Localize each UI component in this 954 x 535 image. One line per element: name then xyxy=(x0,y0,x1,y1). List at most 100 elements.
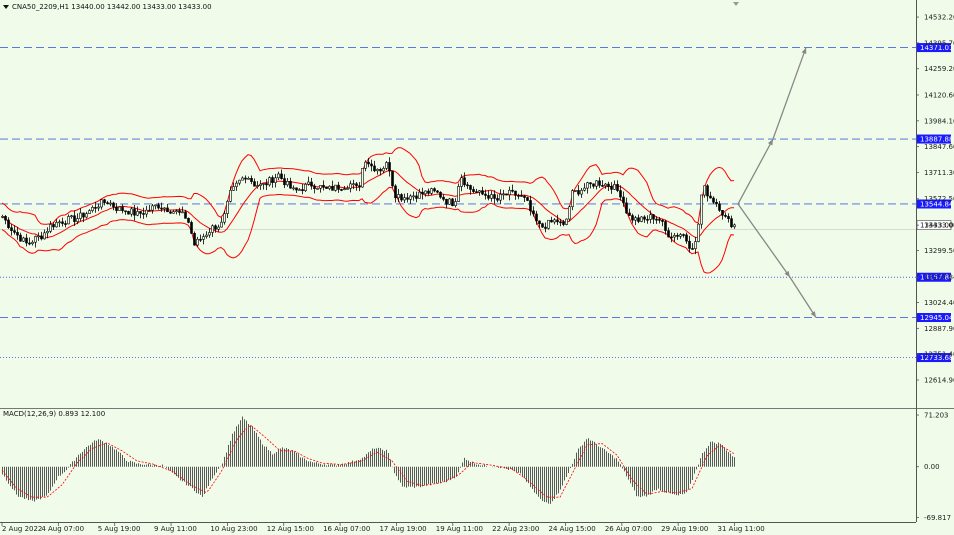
candle-body xyxy=(415,195,418,199)
candle-body xyxy=(610,186,613,190)
candle-body xyxy=(637,217,640,222)
time-tick-label: 16 Aug 07:00 xyxy=(323,525,370,533)
candle-body xyxy=(598,180,601,186)
macd-tick-label: 0.00 xyxy=(924,463,940,471)
candle-body xyxy=(370,163,373,167)
price-tick-label: 13847.60 xyxy=(924,143,954,151)
candle-body xyxy=(649,214,652,220)
price-tick-label: 13157.84 xyxy=(924,274,954,282)
candle-body xyxy=(433,188,436,192)
macd-histogram xyxy=(2,416,735,504)
candle-body xyxy=(217,226,220,230)
candle-body xyxy=(484,193,487,196)
candle-body xyxy=(241,177,244,181)
candle-body xyxy=(727,216,730,219)
macd-panel[interactable] xyxy=(0,408,954,504)
candle-body xyxy=(154,204,157,207)
candle-body xyxy=(7,219,10,228)
candle-body xyxy=(85,213,88,218)
candle-body xyxy=(130,208,133,215)
candle-body xyxy=(640,216,643,222)
dropdown-triangle-icon[interactable] xyxy=(3,5,9,9)
candle-body xyxy=(622,196,625,204)
candle-body xyxy=(667,230,670,238)
price-axis: 14532.20 14395.70 14259.20 14120.60 13984.10… xyxy=(916,14,954,385)
time-tick-label: 12 Aug 15:00 xyxy=(267,525,314,533)
candle-body xyxy=(406,197,409,200)
candle-body xyxy=(586,182,589,189)
candle-body xyxy=(46,230,49,234)
candle-body xyxy=(223,213,226,223)
candle-body xyxy=(601,185,604,187)
candle-body xyxy=(139,211,142,214)
candle-body xyxy=(373,165,376,172)
candle-body xyxy=(157,204,160,209)
candle-body xyxy=(559,221,562,224)
candle-body xyxy=(190,222,193,234)
candle-body xyxy=(202,236,205,240)
candle-body xyxy=(511,189,514,192)
macd-axis: 71.203 0.00 -69.817 xyxy=(916,412,951,522)
time-tick-label: 5 Aug 19:00 xyxy=(98,525,141,533)
candle-body xyxy=(376,169,379,172)
price-tick-label: 14395.70 xyxy=(924,39,954,47)
candle-body xyxy=(451,198,454,206)
candle-body xyxy=(148,209,151,212)
candle-body xyxy=(232,186,235,191)
candle-body xyxy=(487,195,490,199)
candle-body xyxy=(628,212,631,216)
candle-body xyxy=(28,242,31,245)
candle-body xyxy=(685,234,688,242)
candle-body xyxy=(169,211,172,214)
candle-body xyxy=(178,210,181,213)
candle-body xyxy=(571,190,574,208)
candle-body xyxy=(544,226,547,229)
candle-body xyxy=(73,215,76,222)
candle-body xyxy=(382,168,385,172)
candle-body xyxy=(670,236,673,239)
candle-body xyxy=(295,187,298,191)
price-tick-label: 13711.30 xyxy=(924,169,954,177)
price-levels: 14371.01 13887.88 13544.84 13157.84 12945.04… xyxy=(0,43,954,363)
time-tick-label: 24 Aug 15:00 xyxy=(548,525,595,533)
candle-body xyxy=(481,190,484,195)
candle-body xyxy=(400,194,403,201)
candle-body xyxy=(442,196,445,200)
shift-marker-icon[interactable] xyxy=(733,2,739,6)
candle-body xyxy=(706,185,709,197)
candle-body xyxy=(730,218,733,228)
candle-body xyxy=(136,211,139,216)
candle-body xyxy=(58,221,61,224)
price-panel[interactable]: 14371.01 13887.88 13544.84 13157.84 12945.04… xyxy=(0,43,954,363)
price-tick-label: 13024.40 xyxy=(924,299,954,307)
candle-body xyxy=(673,234,676,238)
candle-body xyxy=(529,200,532,212)
candle-body xyxy=(43,232,46,240)
candle-body xyxy=(121,206,124,212)
candle-body xyxy=(604,183,607,187)
candle-body xyxy=(655,218,658,221)
candle-body xyxy=(133,208,136,216)
candle-body xyxy=(196,238,199,246)
candle-body xyxy=(112,202,115,208)
candle-body xyxy=(313,185,316,189)
candle-body xyxy=(418,191,421,199)
candle-body xyxy=(526,197,529,201)
level-label: 13544.84 xyxy=(920,200,954,208)
candle-body xyxy=(505,193,508,196)
candle-body xyxy=(118,206,121,211)
candle-body xyxy=(592,183,595,187)
candle-body xyxy=(691,248,694,250)
candle-body xyxy=(661,219,664,222)
arrow-head-icon xyxy=(810,311,816,318)
level-label-bg xyxy=(917,313,951,323)
candle-body xyxy=(712,197,715,203)
candle-body xyxy=(238,179,241,184)
candle-body xyxy=(466,184,469,187)
candle-body xyxy=(445,199,448,205)
time-tick-label: 19 Aug 11:00 xyxy=(436,525,483,533)
macd-signal-line xyxy=(1,424,735,498)
time-tick-label: 17 Aug 19:00 xyxy=(379,525,426,533)
